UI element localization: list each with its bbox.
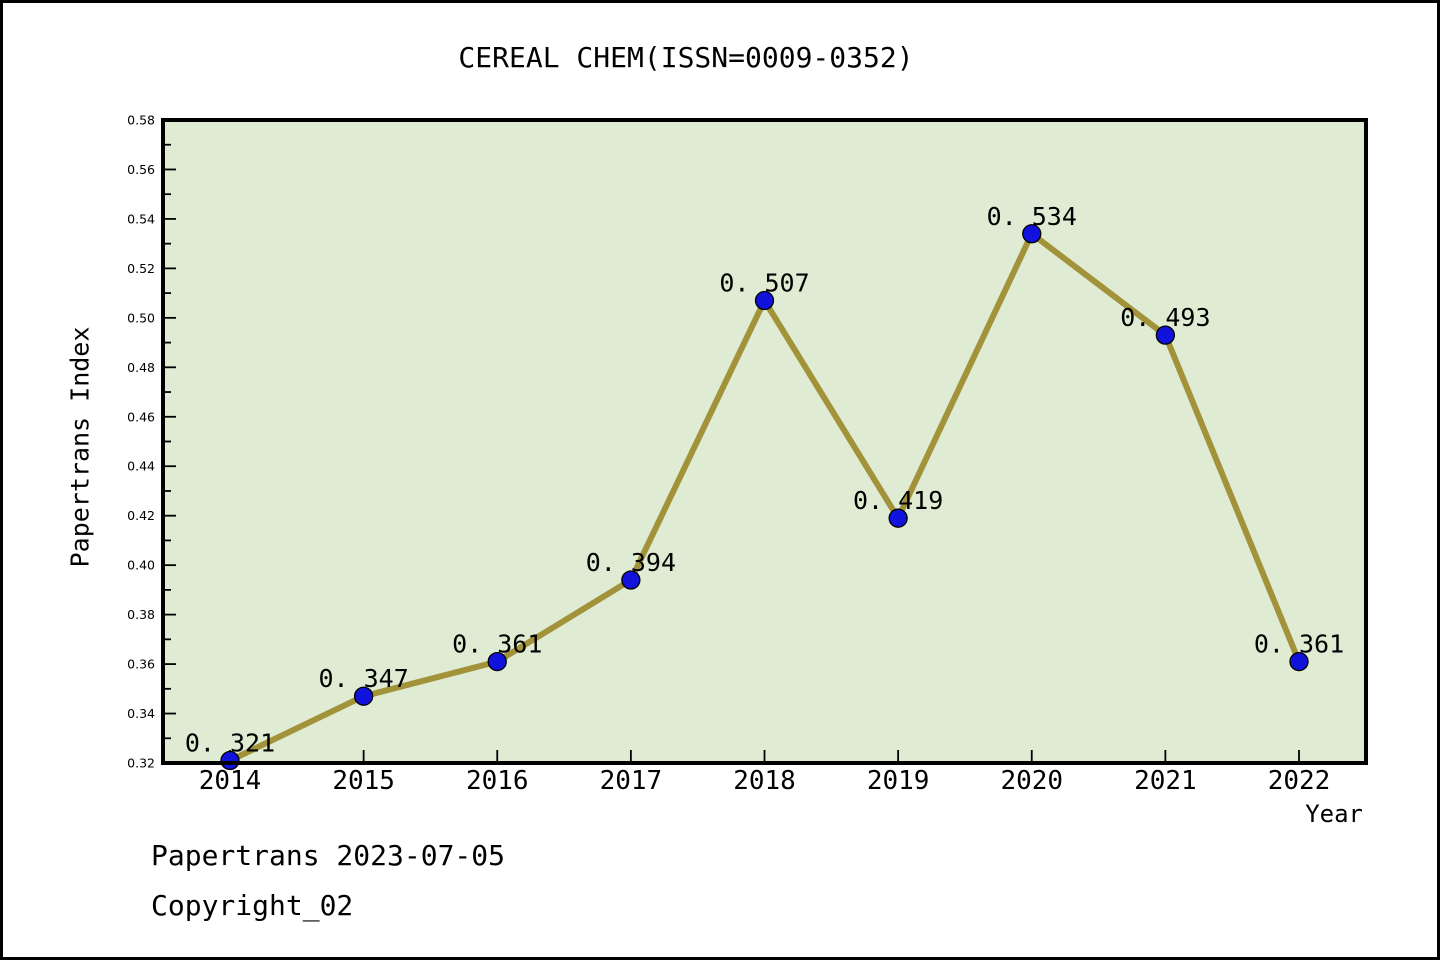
x-tick-label: 2015 [332,766,395,796]
y-tick-label: 0.54 [127,211,155,226]
data-point-label: 0. 321 [185,729,275,758]
data-point-2014 [220,750,240,771]
data-point-label: 0. 419 [853,486,943,515]
data-point-label: 0. 534 [987,202,1077,231]
data-point-2022 [1289,651,1309,672]
y-tick-label: 0.52 [127,261,155,276]
y-tick-label: 0.36 [127,657,155,672]
y-tick-label: 0.34 [127,706,155,721]
data-point-2019 [888,508,908,528]
y-tick-label: 0.58 [127,113,155,128]
data-point-label: 0. 361 [452,630,542,659]
x-tick-label: 2020 [1000,766,1063,796]
y-tick-label: 0.32 [127,756,155,771]
data-point-label: 0. 347 [318,664,408,693]
data-point-2018 [754,290,775,311]
data-point-2020 [1022,224,1042,244]
data-point-label: 0. 507 [719,269,809,298]
plot-background [163,120,1366,763]
data-point-label: 0. 361 [1254,630,1344,659]
x-tick-label: 2022 [1268,766,1331,796]
data-point-label: 0. 493 [1120,303,1210,332]
x-tick-label: 2018 [733,766,796,796]
x-tick-label: 2021 [1134,766,1197,796]
line-chart: 0.32 0.34 0.36 0.38 0.40 0.42 0.44 0.46 0.48 0.50… [127,113,1368,796]
data-point-2015 [353,686,374,706]
y-tick-label: 0.48 [127,360,155,375]
watermark-copyright: Copyright_02 [151,889,354,922]
data-point-2016 [487,651,507,672]
x-axis-label: Year [1305,800,1363,828]
x-tick-label: 2016 [466,766,529,796]
data-point-2017 [621,570,641,590]
data-point-label: 0. 394 [586,548,676,577]
x-tick-label: 2017 [600,766,663,796]
y-tick-label: 0.40 [127,558,155,573]
y-tick-label: 0.38 [127,607,155,622]
plot-border [161,118,1368,765]
x-tick-label: 2014 [199,766,262,796]
y-tick-label: 0.44 [127,459,155,474]
x-tick-label: 2019 [867,766,930,796]
y-tick-label: 0.46 [127,409,155,424]
data-point-2021 [1155,325,1176,345]
y-tick-label: 0.50 [127,310,155,325]
y-tick-label: 0.42 [127,508,155,523]
watermark-date: Papertrans 2023-07-05 [151,839,506,872]
y-tick-label: 0.56 [127,162,155,177]
chart-title: CEREAL CHEM(ISSN=0009-0352) [458,41,914,74]
